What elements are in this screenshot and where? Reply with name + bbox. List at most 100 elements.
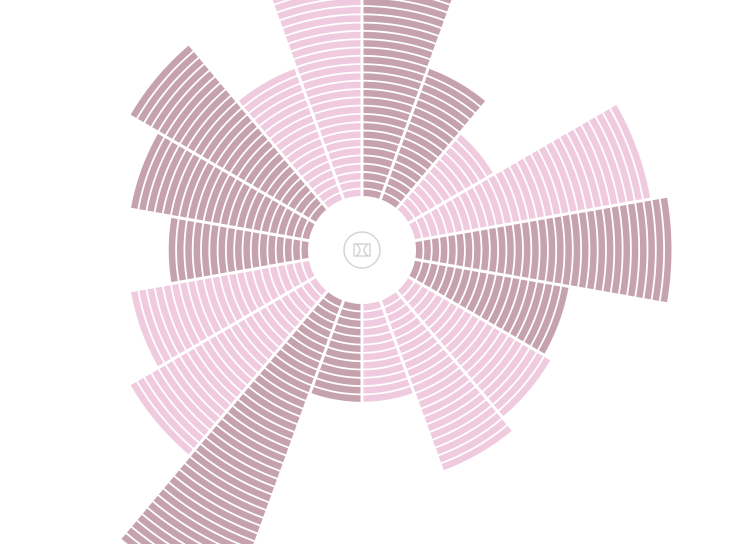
bar-segment xyxy=(418,92,470,126)
bar-segment xyxy=(276,236,285,264)
bar-segment xyxy=(481,275,504,321)
bar-segment xyxy=(212,175,236,224)
bar-segment xyxy=(342,189,361,199)
bar-segment xyxy=(188,348,236,404)
bar-segment xyxy=(363,340,396,352)
bar-segment xyxy=(390,311,416,330)
bar-segment xyxy=(168,217,178,283)
bar-segment xyxy=(438,419,507,463)
bar-segment xyxy=(328,340,361,352)
bar-segment xyxy=(331,156,361,168)
bar-segment xyxy=(310,204,327,222)
bar-segment xyxy=(467,332,508,379)
bar-segment xyxy=(363,31,436,51)
bar-segment xyxy=(448,235,456,265)
bar-segment xyxy=(398,146,432,170)
bar-segment xyxy=(513,223,523,277)
bar-segment xyxy=(318,185,340,202)
bar-segment xyxy=(276,349,317,377)
bar-segment xyxy=(249,381,303,416)
bar-segment xyxy=(408,286,429,309)
bar-segment xyxy=(132,521,168,544)
bar-segment xyxy=(196,167,222,221)
bar-segment xyxy=(461,328,500,372)
bar-segment xyxy=(195,102,241,156)
bar-segment xyxy=(432,406,496,447)
bar-sector-11 xyxy=(121,292,343,544)
bar-segment xyxy=(313,305,337,322)
bar-segment xyxy=(452,269,471,304)
bar-segment xyxy=(413,185,436,210)
bar-segment xyxy=(121,533,139,544)
bar-segment xyxy=(339,181,361,191)
bar-segment xyxy=(431,208,446,235)
bar-sector-13 xyxy=(131,260,315,367)
bar-segment xyxy=(153,495,237,544)
bar-segment xyxy=(451,319,486,359)
bar-segment xyxy=(404,343,443,369)
bar-segment xyxy=(438,0,452,4)
bar-segment xyxy=(421,381,475,416)
bar-segment xyxy=(363,156,393,168)
bar-sector-17 xyxy=(238,68,343,208)
bar-segment xyxy=(363,348,399,361)
bar-segment xyxy=(261,268,279,300)
bar-segment xyxy=(546,217,556,283)
bar-segment xyxy=(212,425,283,471)
bar-segment xyxy=(238,141,273,181)
bar-segment xyxy=(331,332,361,344)
bar-segment xyxy=(427,68,486,106)
bar-segment xyxy=(270,204,286,234)
bar-segment xyxy=(334,164,361,176)
bar-segment xyxy=(363,301,382,311)
bar-segment xyxy=(286,263,301,288)
bar-segment xyxy=(294,262,308,284)
bar-segment xyxy=(363,73,422,90)
bar-segment xyxy=(260,368,309,400)
bar-segment xyxy=(435,160,464,193)
bar-segment xyxy=(190,451,272,502)
bar-sector-8 xyxy=(381,292,512,471)
bar-segment xyxy=(274,172,300,201)
bar-segment xyxy=(159,365,215,429)
bar-segment xyxy=(396,324,427,346)
bar-sector-7 xyxy=(397,278,551,417)
bar-segment xyxy=(401,0,450,12)
bar-segment xyxy=(660,197,672,303)
bar-segment xyxy=(180,158,207,218)
bar-segment xyxy=(440,311,472,347)
bar-segment xyxy=(206,432,280,478)
bar-segment xyxy=(171,283,200,346)
bar-segment xyxy=(145,58,204,127)
bar-sector-5 xyxy=(415,197,672,303)
bar-segment xyxy=(270,355,314,385)
bar-segment xyxy=(578,212,589,288)
bar-segment xyxy=(363,6,444,28)
bar-segment xyxy=(171,154,200,217)
bar-segment xyxy=(188,162,214,219)
bar-segment xyxy=(502,167,528,221)
bar-segment xyxy=(274,299,300,328)
bar-segment xyxy=(302,73,361,90)
bar-segment xyxy=(281,131,320,157)
bar-segment xyxy=(286,336,323,361)
bar-segment xyxy=(363,332,393,344)
bar-segment xyxy=(196,444,274,494)
bar-segment xyxy=(560,133,593,209)
bar-segment xyxy=(261,200,279,232)
bar-segment xyxy=(363,81,419,98)
bar-segment xyxy=(325,139,361,152)
bar-segment xyxy=(424,76,480,113)
bar-segment xyxy=(390,170,416,189)
bar-segment xyxy=(196,279,222,333)
bar-segment xyxy=(243,230,252,270)
bar-segment xyxy=(244,387,300,424)
bar-segment xyxy=(363,114,407,129)
bar-segment xyxy=(311,387,361,402)
bar-segment xyxy=(308,311,334,330)
bar-segment xyxy=(393,317,422,338)
bar-segment xyxy=(409,260,422,279)
bar-segment xyxy=(546,142,577,212)
bar-segment xyxy=(474,273,495,317)
